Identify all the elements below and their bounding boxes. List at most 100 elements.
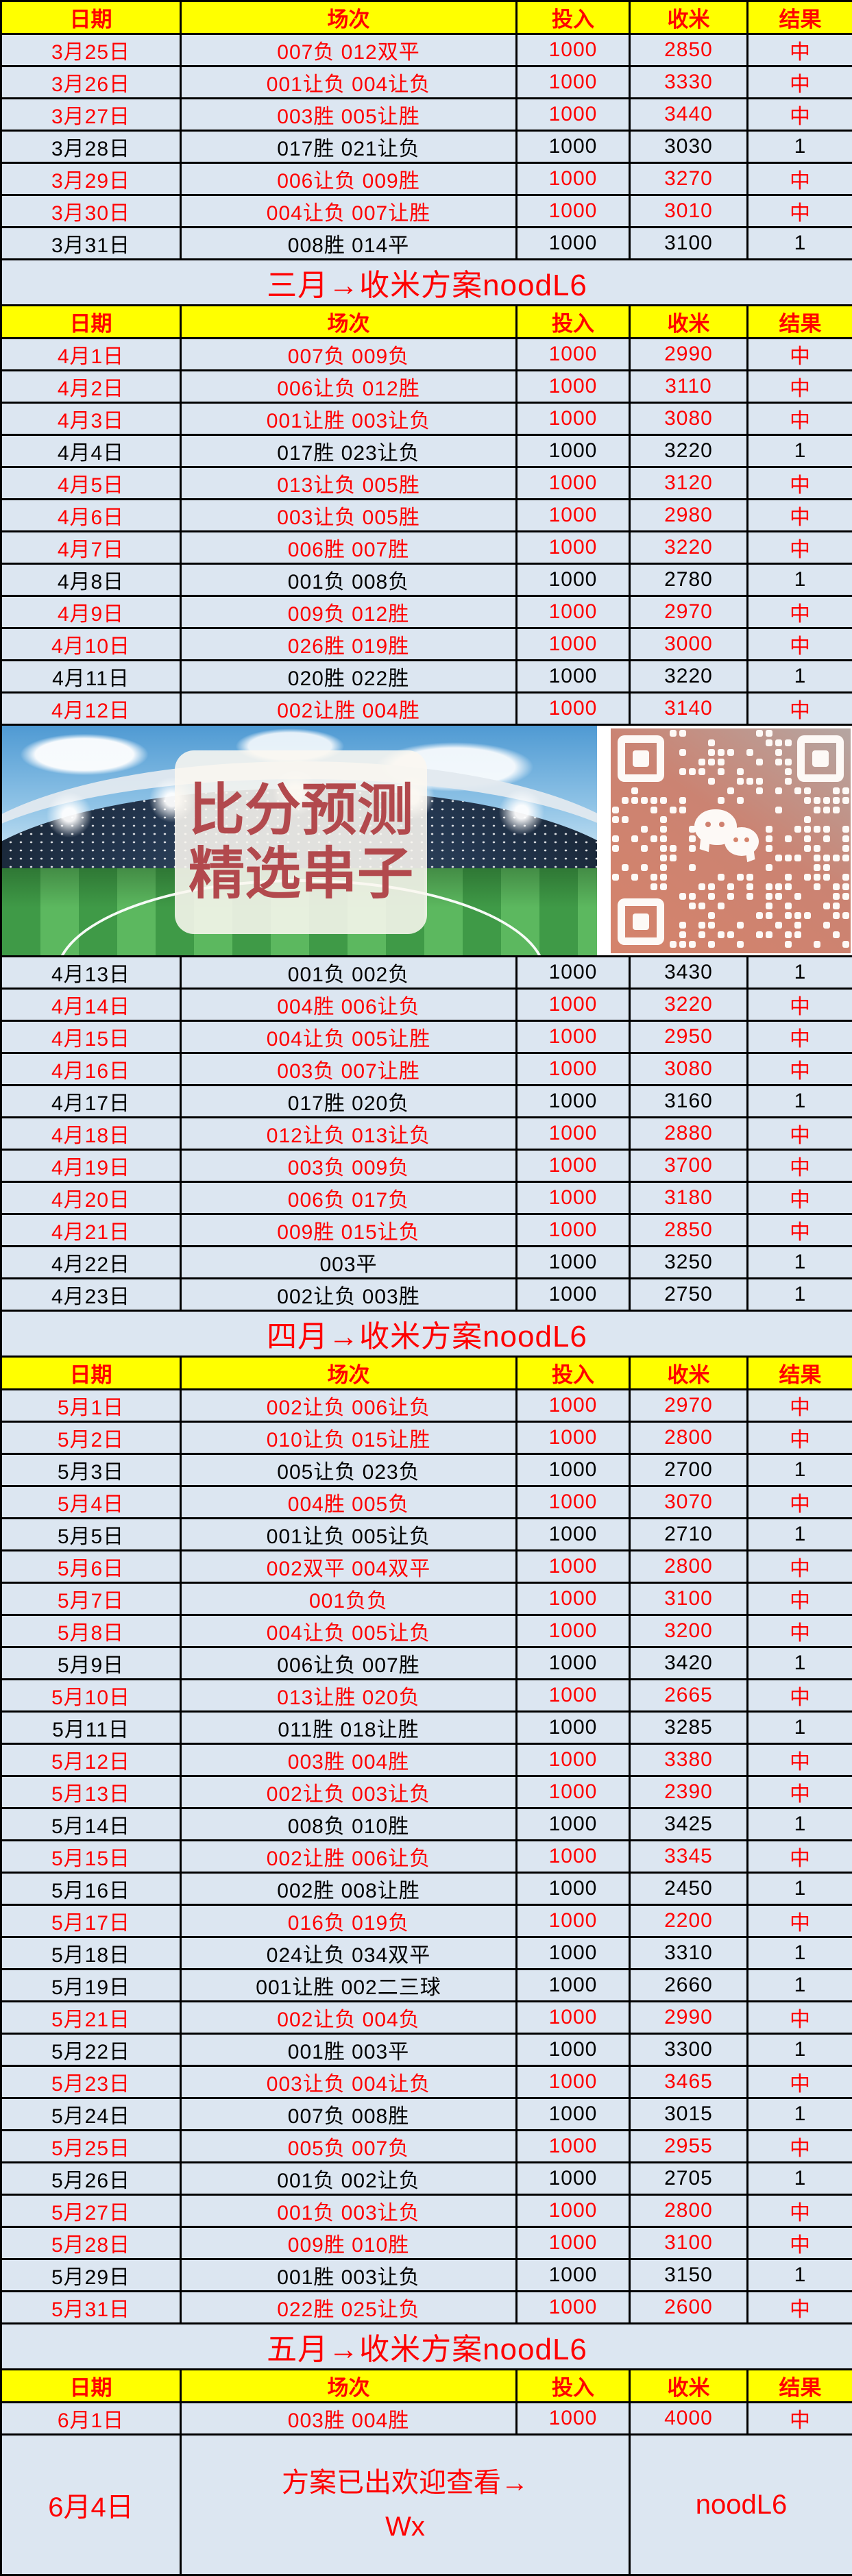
table-row: 3月29日 006让负 009胜 1000 3270 中 (1, 163, 852, 195)
table-row: 6月1日 003胜 004胜 1000 4000 中 (1, 2403, 852, 2435)
stake-cell: 1000 (517, 403, 630, 435)
stake-cell: 1000 (517, 500, 630, 532)
table-row: 4月20日 006负 017负 1000 3180 中 (1, 1182, 852, 1214)
gain-cell: 3110 (630, 371, 748, 403)
date-cell: 5月3日 (1, 1454, 181, 1486)
col-header-result: 结果 (748, 1357, 852, 1390)
date-cell: 5月7日 (1, 1583, 181, 1615)
matches-cell: 002双平 004双平 (181, 1551, 517, 1583)
result-cell: 1 (748, 564, 852, 596)
stake-cell: 1000 (517, 2002, 630, 2034)
qr-finder-icon (797, 735, 844, 782)
result-cell: 中 (748, 1680, 852, 1712)
gain-cell: 3160 (630, 1085, 748, 1118)
gain-cell: 3285 (630, 1712, 748, 1744)
stake-cell: 1000 (517, 195, 630, 228)
gain-cell: 3345 (630, 1841, 748, 1873)
matches-cell: 005负 007负 (181, 2131, 517, 2163)
matches-cell: 001负 003让负 (181, 2195, 517, 2227)
result-cell: 中 (748, 1053, 852, 1085)
matches-cell: 003让负 004让负 (181, 2066, 517, 2098)
gain-cell: 2800 (630, 1551, 748, 1583)
matches-cell: 003平 (181, 1247, 517, 1279)
stake-cell: 1000 (517, 66, 630, 99)
table-row: 5月22日 001胜 003平 1000 3300 1 (1, 2034, 852, 2066)
result-cell: 中 (748, 1744, 852, 1776)
stake-cell: 1000 (517, 228, 630, 260)
date-cell: 5月1日 (1, 1390, 181, 1422)
table-row: 5月9日 006让负 007胜 1000 3420 1 (1, 1647, 852, 1680)
date-cell: 4月12日 (1, 693, 181, 725)
table-row: 4月16日 003负 007让胜 1000 3080 中 (1, 1053, 852, 1085)
matches-cell: 022胜 025让负 (181, 2292, 517, 2324)
matches-cell: 002让负 003胜 (181, 1279, 517, 1311)
gain-cell: 2800 (630, 1422, 748, 1454)
date-cell: 4月6日 (1, 500, 181, 532)
result-cell: 1 (748, 1519, 852, 1551)
result-cell: 中 (748, 1021, 852, 1053)
date-cell: 5月4日 (1, 1486, 181, 1519)
stake-cell: 1000 (517, 1551, 630, 1583)
result-cell: 中 (748, 371, 852, 403)
stake-cell: 1000 (517, 1247, 630, 1279)
table-row: 4月2日 006让负 012胜 1000 3110 中 (1, 371, 852, 403)
col-header-date: 日期 (1, 1357, 181, 1390)
gain-cell: 2705 (630, 2163, 748, 2195)
gain-cell: 3700 (630, 1150, 748, 1182)
table-row: 4月3日 001让胜 003让负 1000 3080 中 (1, 403, 852, 435)
col-header-matches: 场次 (181, 1357, 517, 1390)
matches-cell: 009胜 010胜 (181, 2227, 517, 2259)
stake-cell: 1000 (517, 1150, 630, 1182)
date-cell: 4月19日 (1, 1150, 181, 1182)
result-cell: 1 (748, 1085, 852, 1118)
date-cell: 4月7日 (1, 532, 181, 564)
matches-cell: 009胜 015让负 (181, 1214, 517, 1247)
col-header-gain: 收米 (630, 1357, 748, 1390)
matches-cell: 024让负 034双平 (181, 1937, 517, 1970)
result-cell: 1 (748, 1873, 852, 1905)
date-cell: 3月26日 (1, 66, 181, 99)
matches-cell: 001让胜 003让负 (181, 403, 517, 435)
stake-cell: 1000 (517, 1118, 630, 1150)
result-cell: 1 (748, 1970, 852, 2002)
table-row: 4月13日 001负 002负 1000 3430 1 (1, 957, 852, 989)
stake-cell: 1000 (517, 1937, 630, 1970)
table-row: 5月1日 002让负 006让负 1000 2970 中 (1, 1390, 852, 1422)
table-row: 4月21日 009胜 015让负 1000 2850 中 (1, 1214, 852, 1247)
gain-cell: 2970 (630, 596, 748, 628)
result-cell: 中 (748, 1615, 852, 1647)
stake-cell: 1000 (517, 596, 630, 628)
table-row: 4月10日 026胜 019胜 1000 3000 中 (1, 628, 852, 661)
matches-cell: 013让胜 020负 (181, 1680, 517, 1712)
table-row: 5月18日 024让负 034双平 1000 3310 1 (1, 1937, 852, 1970)
stake-cell: 1000 (517, 1390, 630, 1422)
result-cell: 中 (748, 467, 852, 500)
col-header-gain: 收米 (630, 2370, 748, 2403)
matches-cell: 017胜 021让负 (181, 131, 517, 163)
result-cell: 中 (748, 2131, 852, 2163)
stake-cell: 1000 (517, 2131, 630, 2163)
gain-cell: 2390 (630, 1776, 748, 1808)
result-cell: 中 (748, 532, 852, 564)
col-header-matches: 场次 (181, 2370, 517, 2403)
table-row: 5月11日 011胜 018让胜 1000 3285 1 (1, 1712, 852, 1744)
gain-cell: 2660 (630, 1970, 748, 2002)
result-cell: 中 (748, 1486, 852, 1519)
gain-cell: 2850 (630, 1214, 748, 1247)
stake-cell: 1000 (517, 1021, 630, 1053)
date-cell: 4月11日 (1, 661, 181, 693)
table-row: 4月12日 002让胜 004胜 1000 3140 中 (1, 693, 852, 725)
stake-cell: 1000 (517, 371, 630, 403)
plan-notice-line1: 方案已出欢迎查看→ (182, 2461, 629, 2505)
matches-cell: 026胜 019胜 (181, 628, 517, 661)
gain-cell: 3220 (630, 435, 748, 467)
stake-cell: 1000 (517, 1873, 630, 1905)
date-cell: 5月27日 (1, 2195, 181, 2227)
matches-cell: 002让胜 006让负 (181, 1841, 517, 1873)
result-cell: 中 (748, 628, 852, 661)
gain-cell: 3300 (630, 2034, 748, 2066)
result-cell: 中 (748, 2227, 852, 2259)
date-cell: 5月21日 (1, 2002, 181, 2034)
table-row: 5月26日 001负 002让负 1000 2705 1 (1, 2163, 852, 2195)
table-header-row: 日期 场次 投入 收米 结果 (1, 1357, 852, 1390)
